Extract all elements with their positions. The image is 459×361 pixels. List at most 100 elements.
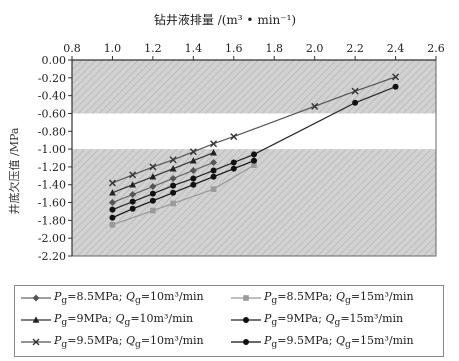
data-point [210,186,217,192]
data-point [108,179,116,187]
y-tick-label: -1.60 [38,197,66,210]
data-point [210,173,217,180]
x-tick-label: 1.8 [265,42,283,55]
x-tick-label: 1.0 [104,42,122,55]
data-point [129,181,137,188]
series-1 [108,158,218,207]
x-tick-label: 0.8 [63,42,81,55]
data-point [189,148,197,156]
y-tick-label: -0.40 [38,90,66,103]
legend-item: Pg=8.5MPa; Qg=10m³/min [21,290,204,306]
legend-item: Pg=9.5MPa; Qg=10m³/min [21,334,204,350]
legend-item: Pg=9.5MPa; Qg=15m³/min [231,334,414,350]
data-point [230,159,237,166]
series-line [112,160,255,219]
data-point [149,173,157,180]
data-point [230,165,237,172]
x-tick-label: 1.4 [185,42,203,55]
x-tick-label: 2.0 [306,42,324,55]
y-tick-label: -1.00 [38,143,66,156]
data-point [109,222,116,228]
y-tick-label: -2.20 [38,250,66,263]
legend-swatch [21,294,51,302]
y-axis-label: 井底欠压值 /MPa [7,127,21,214]
data-point [129,198,136,205]
data-point [210,158,218,166]
data-point [311,102,319,110]
y-tick-label: -1.40 [38,179,66,192]
data-point [189,157,197,164]
legend-swatch [21,316,51,323]
legend-marker [32,316,40,323]
legend-item: Pg=8.5MPa; Qg=15m³/min [231,290,414,306]
chart-title: 钻井液排量 /(m³ • min⁻¹) [154,12,296,27]
data-point [230,133,238,141]
data-point [108,199,116,207]
data-point [352,99,359,106]
data-point [149,197,156,204]
series-6 [109,157,257,221]
data-point [169,156,177,164]
data-point [109,189,116,196]
white-band [72,113,436,150]
series-4 [109,83,399,213]
x-tick-label: 1.2 [144,42,162,55]
data-point [189,166,197,174]
legend-swatch [231,295,261,301]
series-3 [109,149,217,196]
chart: 钻井液排量 /(m³ • min⁻¹) 井底欠压值 /MPa 0.8 1.0 1.2… [7,12,445,263]
legend: Pg=8.5MPa; Qg=10m³/min Pg=8.5MPa; Qg=15m³… [14,285,444,357]
legend-marker [32,338,40,346]
legend-marker [32,294,40,302]
legend-swatch [231,317,261,324]
y-tick-label: -0.60 [38,107,66,120]
legend-swatch [231,339,261,346]
data-point [169,174,177,182]
legend-label: Pg=8.5MPa; Qg=10m³/min [54,290,204,307]
series-5 [108,73,400,187]
x-tick-label: 1.6 [225,42,243,55]
legend-swatch [21,338,51,346]
data-point [392,73,400,81]
data-point [109,206,116,213]
data-point [190,175,197,182]
legend-label: Pg=9.5MPa; Qg=10m³/min [54,334,204,351]
series-line [112,76,396,184]
data-point [210,140,218,148]
legend-item: Pg=9MPa; Qg=15m³/min [231,312,403,328]
legend-item: Pg=9MPa; Qg=10m³/min [21,312,193,328]
y-tick-label: -2.00 [38,232,66,245]
series-line [112,86,396,211]
data-point [129,205,136,212]
legend-label: Pg=8.5MPa; Qg=15m³/min [264,290,414,307]
y-tick-label: -1.80 [38,214,66,227]
data-point [251,151,257,158]
data-point [251,162,257,168]
legend-marker [243,295,249,301]
data-point [210,167,217,174]
x-tick-label: 2.4 [387,42,405,55]
data-point [129,191,137,199]
data-point [150,207,156,214]
legend-label: Pg=9.5MPa; Qg=15m³/min [264,334,414,351]
legend-marker [243,317,249,324]
y-tick-label: -0.20 [38,72,66,85]
data-point [351,87,359,95]
data-point [149,183,157,191]
data-point [129,171,137,179]
legend-label: Pg=9MPa; Qg=15m³/min [264,312,404,329]
legend-marker [243,339,249,346]
data-point [149,190,156,197]
data-point [109,214,116,221]
data-point [170,182,177,189]
x-tick-label: 2.2 [346,42,364,55]
series-line [112,152,214,194]
x-tick-label: 2.6 [427,42,445,55]
data-point [170,189,177,196]
data-point [251,157,257,164]
y-tick-label: -1.20 [38,161,66,174]
data-point [170,200,176,207]
y-tick-label: 0.00 [42,54,67,67]
series-2 [109,162,257,228]
series-line [112,161,214,204]
